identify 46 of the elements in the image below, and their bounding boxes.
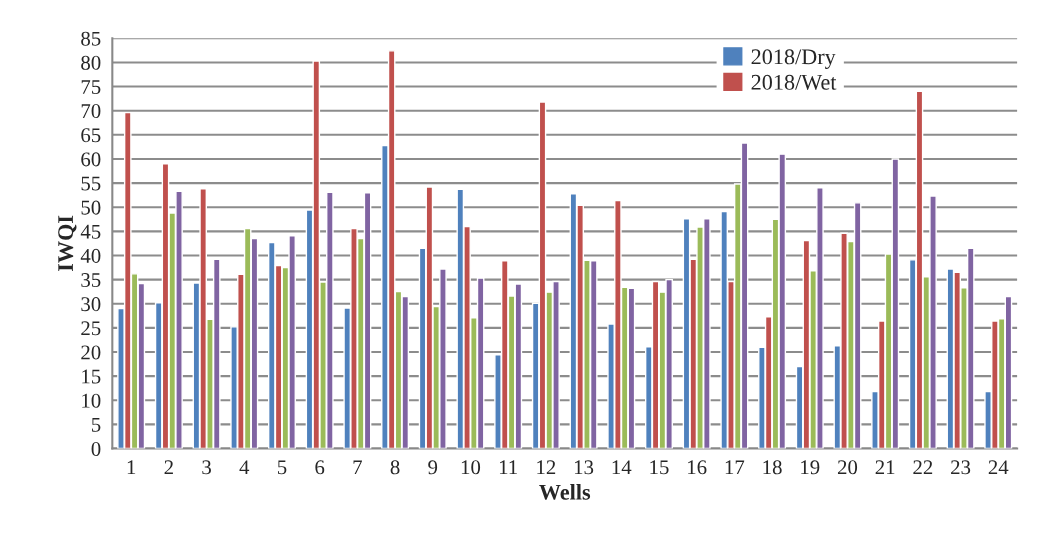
x-tick-label: 11 (499, 460, 517, 475)
y-tick-label: 30 (81, 297, 101, 312)
x-tick-label: 5 (277, 460, 287, 475)
x-tick-label: 20 (837, 460, 858, 475)
x-tick-label: 18 (763, 460, 782, 475)
x-tick-label: 12 (537, 460, 556, 475)
y-axis-title: IWQI (58, 215, 77, 272)
x-tick-label: 8 (390, 460, 400, 475)
y-tick-label: 75 (81, 80, 101, 94)
x-tick-label: 21 (875, 460, 895, 475)
x-tick-label: 22 (913, 460, 933, 475)
x-tick-label: 3 (202, 460, 211, 475)
x-tick-label: 6 (315, 460, 325, 475)
x-tick-label: 9 (428, 460, 438, 475)
y-tick-label: 50 (81, 200, 101, 215)
y-tick-label: 15 (82, 369, 101, 384)
y-tick-label: 60 (81, 152, 101, 167)
y-tick-label: 85 (81, 31, 101, 46)
y-tick-label: 35 (81, 273, 101, 288)
x-tick-label: 17 (725, 460, 745, 475)
x-tick-label: 7 (353, 460, 362, 475)
legend-label: 2018/Wet (751, 74, 837, 90)
y-tick-label: 80 (81, 55, 101, 70)
x-tick-label: 16 (688, 460, 707, 475)
y-tick-label: 5 (92, 417, 101, 432)
y-tick-label: 55 (81, 176, 101, 191)
legend-label: 2018/Dry (751, 49, 836, 69)
x-tick-label: 10 (461, 460, 481, 475)
x-tick-label: 19 (801, 460, 820, 475)
x-tick-label: 2 (164, 460, 173, 475)
x-tick-label: 1 (127, 460, 136, 475)
x-tick-label: 15 (650, 460, 669, 475)
y-tick-label: 45 (80, 224, 101, 239)
x-tick-label: 14 (612, 460, 632, 475)
y-tick-label: 20 (81, 345, 101, 360)
y-tick-label: 65 (81, 128, 101, 143)
x-axis-title: Wells (539, 484, 591, 500)
x-tick-label: 4 (239, 460, 250, 475)
y-tick-label: 25 (81, 321, 101, 336)
x-tick-label: 13 (574, 460, 594, 475)
x-tick-label: 24 (988, 460, 1009, 475)
x-tick-label: 23 (951, 460, 971, 475)
y-tick-label: 70 (81, 104, 101, 119)
y-tick-label: 10 (82, 393, 101, 408)
y-tick-label: 0 (91, 441, 101, 456)
y-tick-label: 40 (80, 248, 101, 263)
